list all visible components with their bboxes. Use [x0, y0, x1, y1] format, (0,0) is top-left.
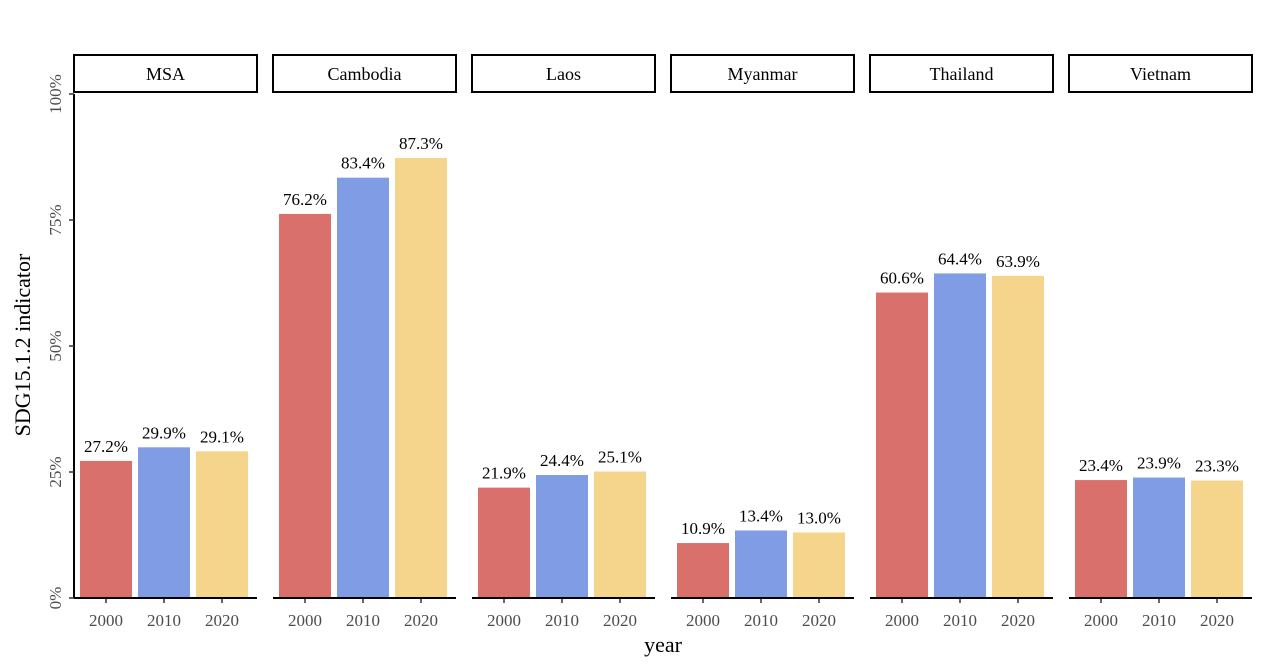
panel-cambodia: Cambodia 76.2% 2000 83.4% 2010 87.3% 2020 — [272, 54, 457, 630]
panel-myanmar: Myanmar 10.9% 2000 13.4% 2010 13.0% 2020 — [670, 54, 855, 630]
x-tick-label: 2010 — [545, 611, 579, 630]
bar-value-label: 23.4% — [1079, 456, 1123, 475]
bar-2010 — [138, 447, 190, 598]
panel-strip-label: Laos — [546, 64, 581, 84]
bar-2020 — [395, 158, 447, 598]
panel-strip — [869, 54, 1054, 93]
bar-value-label: 25.1% — [598, 447, 642, 466]
panel-msa: MSA 27.2% 2000 29.9% 2010 29.1% 2020 — [73, 54, 258, 630]
bar-2000 — [1075, 480, 1127, 598]
y-axis: 0% 25% 50% 75% 100% — [46, 74, 75, 610]
bar-2000 — [478, 487, 530, 598]
panel-strip-label: Myanmar — [728, 64, 798, 84]
x-tick-label: 2000 — [89, 611, 123, 630]
bar-value-label: 60.6% — [880, 269, 924, 288]
y-tick-label: 25% — [46, 456, 65, 487]
bar-value-label: 24.4% — [540, 451, 584, 470]
bar-value-label: 23.3% — [1195, 457, 1239, 476]
x-tick-label: 2000 — [1084, 611, 1118, 630]
y-tick-label: 75% — [46, 204, 65, 235]
bar-2000 — [876, 292, 928, 598]
bar-2010 — [337, 177, 389, 598]
panel-strip-label: Vietnam — [1130, 64, 1191, 84]
bar-2020 — [1191, 480, 1243, 598]
y-tick-label: 100% — [46, 74, 65, 114]
bar-value-label: 29.9% — [142, 423, 186, 442]
panels: MSA 27.2% 2000 29.9% 2010 29.1% 2020 Cambodia 76… — [73, 54, 1253, 630]
panel-strip — [272, 54, 457, 93]
bar-2020 — [594, 471, 646, 598]
x-tick-label: 2020 — [404, 611, 438, 630]
bar-value-label: 76.2% — [283, 190, 327, 209]
bar-2000 — [279, 213, 331, 598]
y-axis-title: SDG15.1.2 indicator — [10, 253, 35, 436]
x-tick-label: 2020 — [603, 611, 637, 630]
bar-value-label: 21.9% — [482, 464, 526, 483]
panel-thailand: Thailand 60.6% 2000 64.4% 2010 63.9% 2020 — [869, 54, 1054, 630]
x-tick-label: 2010 — [943, 611, 977, 630]
x-tick-label: 2000 — [885, 611, 919, 630]
panel-vietnam: Vietnam 23.4% 2000 23.9% 2010 23.3% 2020 — [1068, 54, 1253, 630]
x-tick-label: 2020 — [1001, 611, 1035, 630]
bar-value-label: 83.4% — [341, 154, 385, 173]
bar-2020 — [992, 275, 1044, 598]
x-tick-label: 2010 — [346, 611, 380, 630]
bar-2020 — [196, 451, 248, 598]
x-tick-label: 2010 — [1142, 611, 1176, 630]
bar-value-label: 13.4% — [739, 506, 783, 525]
bar-value-label: 13.0% — [797, 508, 841, 527]
panel-strip-label: Thailand — [930, 64, 994, 84]
bar-2010 — [934, 273, 986, 598]
panel-strip — [471, 54, 656, 93]
panel-strip-label: MSA — [146, 64, 185, 84]
panel-laos: Laos 21.9% 2000 24.4% 2010 25.1% 2020 — [471, 54, 656, 630]
y-tick-label: 50% — [46, 330, 65, 361]
bar-2000 — [677, 543, 729, 598]
x-tick-label: 2020 — [802, 611, 836, 630]
x-tick-label: 2020 — [1200, 611, 1234, 630]
bar-2010 — [536, 475, 588, 598]
bar-2010 — [735, 530, 787, 598]
x-tick-label: 2000 — [487, 611, 521, 630]
bar-2000 — [80, 460, 132, 598]
x-tick-label: 2020 — [205, 611, 239, 630]
bar-value-label: 27.2% — [84, 437, 128, 456]
bar-value-label: 10.9% — [681, 519, 725, 538]
bar-2010 — [1133, 477, 1185, 598]
bar-value-label: 63.9% — [996, 252, 1040, 271]
x-axis-title: year — [644, 632, 683, 657]
y-tick-label: 0% — [46, 587, 65, 610]
x-tick-label: 2010 — [744, 611, 778, 630]
panel-strip — [670, 54, 855, 93]
panel-strip-label: Cambodia — [328, 64, 402, 84]
bar-value-label: 23.9% — [1137, 454, 1181, 473]
x-tick-label: 2000 — [686, 611, 720, 630]
x-tick-label: 2010 — [147, 611, 181, 630]
bar-value-label: 29.1% — [200, 427, 244, 446]
panel-strip — [1068, 54, 1253, 93]
bar-2020 — [793, 532, 845, 598]
x-tick-label: 2000 — [288, 611, 322, 630]
panel-strip — [73, 54, 258, 93]
bar-value-label: 64.4% — [938, 249, 982, 268]
bar-value-label: 87.3% — [399, 134, 443, 153]
